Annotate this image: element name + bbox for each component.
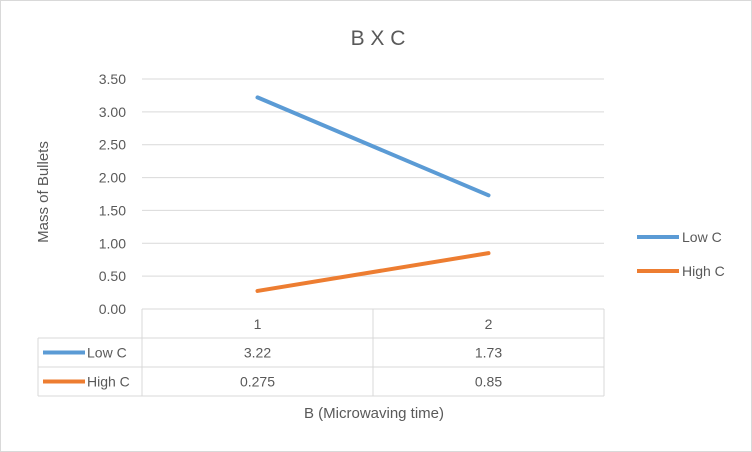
series-line-low-c bbox=[255, 95, 491, 198]
data-table: 1 2 Low C 3.22 1.73 High C 0.275 0.85 bbox=[37, 308, 605, 397]
y-tick-label: 0.50 bbox=[99, 268, 126, 284]
chart-title: B X C bbox=[351, 27, 406, 50]
y-tick-label: 3.00 bbox=[99, 104, 126, 120]
legend: Low C High C bbox=[637, 229, 725, 279]
series-line-high-c bbox=[255, 251, 491, 293]
y-tick-label: 2.50 bbox=[99, 137, 126, 153]
table-series-name: Low C bbox=[87, 345, 127, 361]
y-axis-label: Mass of Bullets bbox=[35, 141, 52, 243]
y-tick-label: 0.00 bbox=[99, 301, 126, 317]
table-cell-value: 0.275 bbox=[240, 374, 275, 390]
y-tick-label: 2.00 bbox=[99, 170, 126, 186]
series-lines bbox=[255, 95, 491, 293]
x-tick-label: 2 bbox=[485, 316, 493, 332]
gridlines bbox=[142, 78, 604, 310]
y-tick-labels: 0.00 0.50 1.00 1.50 2.00 2.50 3.00 3.50 bbox=[99, 71, 126, 317]
table-series-name: High C bbox=[87, 374, 130, 390]
table-cell-value: 0.85 bbox=[475, 374, 502, 390]
legend-label: High C bbox=[682, 263, 725, 279]
table-cell-value: 3.22 bbox=[244, 345, 271, 361]
y-tick-label: 1.50 bbox=[99, 202, 126, 218]
y-tick-label: 1.00 bbox=[99, 235, 126, 251]
x-tick-label: 1 bbox=[254, 316, 262, 332]
y-tick-label: 3.50 bbox=[99, 71, 126, 87]
x-axis-label: B (Microwaving time) bbox=[304, 405, 444, 422]
table-cell-value: 1.73 bbox=[475, 345, 502, 361]
legend-label: Low C bbox=[682, 229, 722, 245]
